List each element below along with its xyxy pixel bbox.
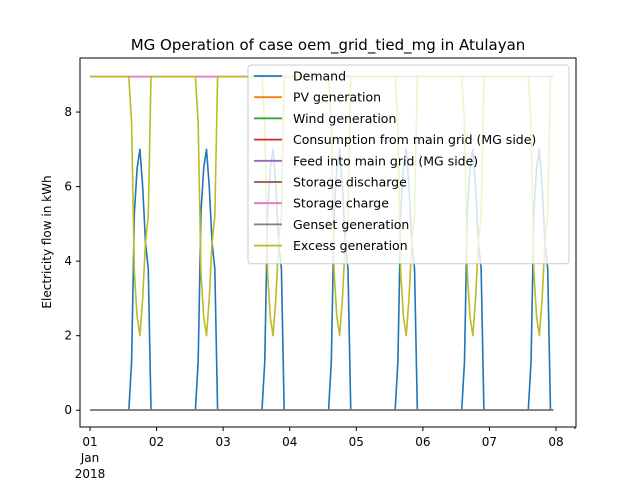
y-axis-label: Electricity flow in kWh (40, 175, 54, 308)
legend-box (247, 64, 570, 265)
legend-entry: Storage discharge (293, 175, 407, 190)
y-tick-label: 6 (64, 180, 72, 194)
y-tick-label: 8 (64, 105, 72, 119)
legend-entry: Genset generation (293, 217, 409, 232)
axes-frame (79, 57, 577, 428)
y-axis-ticks: 0 2 4 6 8 (64, 105, 80, 417)
legend-entry: Excess generation (293, 238, 408, 253)
legend-entry: Consumption from main grid (MG side) (293, 132, 536, 147)
legend-entry: Wind generation (293, 111, 396, 126)
x-tick-label: 05 (349, 435, 364, 449)
legend-entry: Feed into main grid (MG side) (293, 153, 478, 168)
x-tick-sublabel: Jan (80, 451, 100, 465)
legend-entry: Storage charge (293, 196, 389, 211)
x-tick-label: 03 (216, 435, 231, 449)
legend-entry: PV generation (293, 90, 381, 105)
y-tick-label: 0 (64, 403, 72, 417)
y-tick-label: 4 (64, 254, 72, 268)
x-tick-label: 06 (415, 435, 430, 449)
legend: Demand PV generation Wind generation Consum… (247, 64, 570, 265)
x-axis-ticks: 01 Jan 2018 02 03 04 05 06 07 08 (75, 427, 576, 480)
x-tick-label: 07 (482, 435, 497, 449)
legend-entry: Demand (293, 69, 346, 84)
x-tick-sublabel: 2018 (75, 467, 106, 480)
x-tick-label: 02 (149, 435, 164, 449)
y-tick-label: 2 (64, 329, 72, 343)
x-tick-label: 08 (548, 435, 563, 449)
x-tick-label: 04 (282, 435, 297, 449)
chart-title: MG Operation of case oem_grid_tied_mg in… (131, 36, 526, 55)
x-tick-label: 01 (82, 435, 97, 449)
